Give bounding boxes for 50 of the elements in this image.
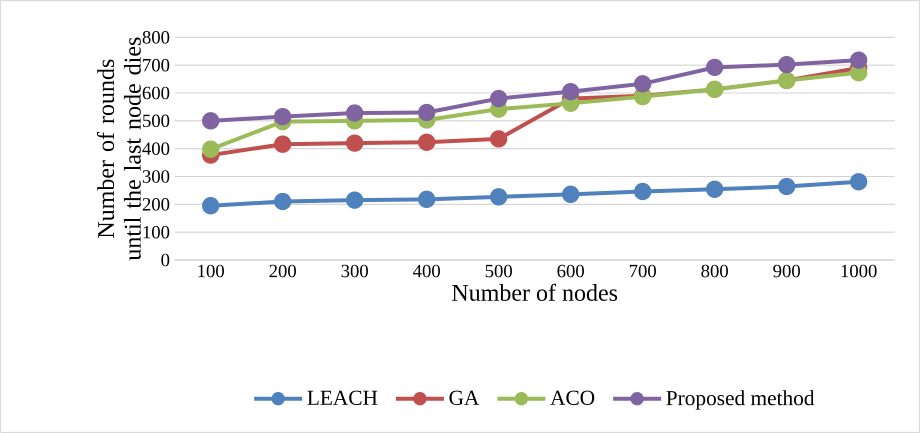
point xyxy=(490,188,508,206)
point xyxy=(274,136,292,153)
x-tick-label: 500 xyxy=(486,264,512,278)
y-axis-title: Number of rounds until the last node dies xyxy=(97,38,141,260)
y-tick-label: 500 xyxy=(143,114,170,128)
point xyxy=(274,108,292,126)
point xyxy=(346,191,364,209)
point xyxy=(274,192,292,210)
point xyxy=(706,58,724,76)
point xyxy=(202,140,220,158)
x-tick-label: 300 xyxy=(342,264,368,278)
point xyxy=(346,104,364,122)
x-tick-label: 400 xyxy=(413,264,440,278)
x-tick-label: 100 xyxy=(198,264,224,278)
legend-label: LEACH xyxy=(307,390,378,405)
x-axis-title: Number of nodes xyxy=(452,284,618,301)
point xyxy=(418,190,436,208)
x-tick-label: 200 xyxy=(269,264,296,278)
x-tick-label: 600 xyxy=(557,264,584,278)
y-tick-label: 700 xyxy=(143,58,170,72)
point xyxy=(490,90,508,108)
point xyxy=(850,173,868,190)
y-tick-label: 800 xyxy=(142,31,170,44)
y-tick-label: 400 xyxy=(142,142,170,155)
point xyxy=(850,52,868,69)
y-tick-label: 300 xyxy=(142,170,170,183)
point xyxy=(418,104,436,122)
point xyxy=(562,82,580,100)
y-tick-label: 0 xyxy=(161,254,170,266)
y-tick-label: 200 xyxy=(142,198,170,211)
x-tick-label: 800 xyxy=(701,264,728,278)
legend-label: Proposed method xyxy=(666,390,814,410)
y-tick-label: 600 xyxy=(142,86,170,100)
point xyxy=(418,134,436,151)
legend-label: ACO xyxy=(550,390,594,405)
point xyxy=(634,182,652,200)
point xyxy=(490,130,508,148)
point xyxy=(778,178,796,196)
point xyxy=(778,56,796,74)
point xyxy=(202,112,220,130)
point xyxy=(634,75,652,92)
legend-label: GA xyxy=(449,390,480,405)
point xyxy=(706,180,724,198)
point xyxy=(562,186,580,203)
x-tick-label: 700 xyxy=(630,264,656,278)
point xyxy=(202,197,220,214)
point xyxy=(346,134,364,152)
y-tick-label: 100 xyxy=(144,226,170,238)
x-tick-label: 1000 xyxy=(842,264,877,278)
x-tick-label: 900 xyxy=(773,264,800,278)
